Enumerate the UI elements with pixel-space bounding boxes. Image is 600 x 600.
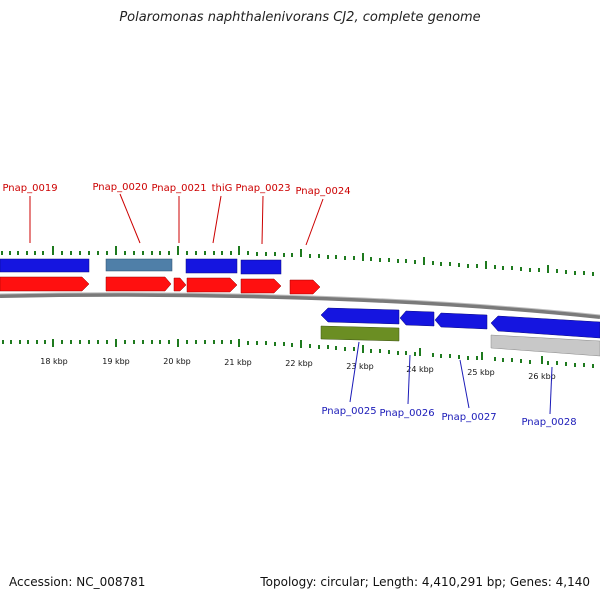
forward-features-row-2: [0, 276, 321, 295]
tick-label: 26 kbp: [528, 372, 556, 381]
reverse-features-row-2: [320, 325, 600, 357]
gene-arrow-0019[interactable]: [0, 276, 90, 292]
gene-block-0023-cds[interactable]: [240, 259, 282, 275]
tick-label: 23 kbp: [346, 362, 374, 371]
gene-block-0021-cds[interactable]: [185, 258, 238, 274]
gene-block-0028-grey[interactable]: [490, 334, 600, 357]
tick-label: 18 kbp: [40, 357, 68, 366]
upper-tick-row: [1, 246, 594, 276]
gene-label-pnap-0024[interactable]: Pnap_0024: [295, 186, 350, 197]
bottom-gene-labels: Pnap_0025 Pnap_0026 Pnap_0027 Pnap_0028: [321, 406, 576, 428]
map-title: Polaromonas naphthalenivorans CJ2, compl…: [119, 10, 481, 25]
tick-label: 20 kbp: [163, 357, 191, 366]
gene-arrow-0026[interactable]: [399, 310, 435, 327]
tick-label: 24 kbp: [406, 365, 434, 374]
lower-tick-row: [2, 339, 594, 368]
gene-label-pnap-0025[interactable]: Pnap_0025: [321, 406, 376, 417]
gene-arrow-0024[interactable]: [289, 279, 321, 295]
gene-label-pnap-0021[interactable]: Pnap_0021: [151, 183, 206, 194]
gene-arrow-0025[interactable]: [320, 307, 400, 325]
gene-arrow-0027[interactable]: [434, 312, 488, 330]
top-label-leaders: [29, 193, 324, 246]
accession-label: Accession: NC_008781: [9, 575, 146, 589]
scale-labels: 18 kbp 19 kbp 20 kbp 21 kbp 22 kbp 23 kb…: [40, 357, 556, 381]
gene-label-pnap-0028[interactable]: Pnap_0028: [521, 417, 576, 428]
gene-label-pnap-0027[interactable]: Pnap_0027: [441, 412, 496, 423]
tick-label: 21 kbp: [224, 358, 252, 367]
gene-block-0019-cds[interactable]: [0, 258, 90, 273]
gene-arrow-thig[interactable]: [186, 277, 238, 293]
top-gene-labels: Pnap_0019 Pnap_0020 Pnap_0021 thiG Pnap_…: [2, 182, 350, 197]
gene-label-pnap-0023[interactable]: Pnap_0023: [235, 183, 290, 194]
gene-arrow-0023[interactable]: [240, 278, 282, 294]
gene-block-0025-rna[interactable]: [320, 325, 400, 342]
bottom-label-leaders: [349, 341, 553, 415]
tick-label: 25 kbp: [467, 368, 495, 377]
gene-arrow-0028[interactable]: [490, 315, 600, 339]
gene-arrow-0021[interactable]: [173, 277, 187, 292]
gene-label-pnap-0026[interactable]: Pnap_0026: [379, 408, 434, 419]
tick-label: 22 kbp: [285, 359, 313, 368]
genome-summary-label: Topology: circular; Length: 4,410,291 bp…: [260, 575, 590, 589]
gene-block-0020-pseudo[interactable]: [105, 258, 173, 272]
gene-label-thig[interactable]: thiG: [212, 183, 233, 194]
gene-arrow-0020[interactable]: [105, 276, 172, 292]
tick-label: 19 kbp: [102, 357, 130, 366]
reverse-features-row-1: [320, 307, 600, 339]
genome-backbone: [0, 292, 600, 319]
forward-features-row-1: [0, 258, 282, 275]
gene-label-pnap-0019[interactable]: Pnap_0019: [2, 183, 57, 194]
gene-label-pnap-0020[interactable]: Pnap_0020: [92, 182, 147, 193]
